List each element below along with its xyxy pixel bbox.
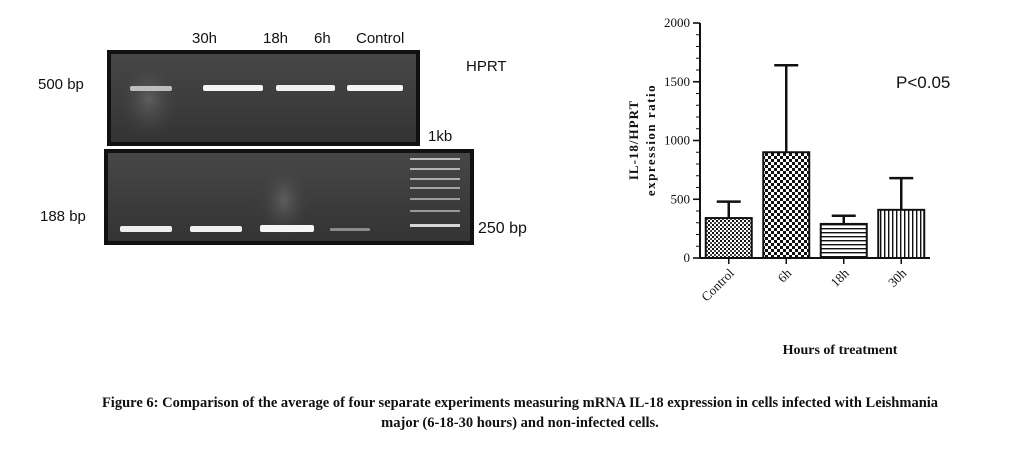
y-tick-label: 2000 (664, 15, 690, 30)
bar-30h (878, 210, 924, 258)
gel-band (120, 226, 172, 232)
chart-annotation: P<0.05 (896, 73, 950, 92)
gel-band (330, 228, 370, 231)
ladder-band (410, 178, 460, 180)
gel-band (347, 85, 403, 91)
ladder-band (410, 198, 460, 200)
bar-chart: 0 500 1000 1500 2000 Control 6h 18h 30h IL-18/HP… (600, 0, 1036, 370)
gel-smear (118, 58, 180, 140)
figure-caption: Figure 6: Comparison of the average of f… (20, 393, 1020, 433)
gel-band (276, 85, 335, 91)
bar-18h (821, 224, 867, 258)
bar-6h (763, 152, 809, 258)
ladder-band (410, 168, 460, 170)
y-axis-label-line1: IL-18/HPRT (626, 100, 641, 180)
ladder-band (410, 158, 460, 160)
y-axis-label: IL-18/HPRT expression ratio (626, 84, 658, 196)
caption-line-2: major (6-18-30 hours) and non-infected c… (20, 413, 1020, 433)
gel-band (260, 225, 314, 232)
x-tick-label: 6h (775, 265, 795, 285)
x-tick-label: 18h (827, 265, 852, 290)
y-tick-label: 0 (684, 250, 691, 265)
gel-band (190, 226, 242, 232)
bar-control (706, 218, 752, 258)
x-axis-label: Hours of treatment (783, 343, 898, 358)
y-tick-label: 1000 (664, 133, 690, 148)
gel-image (0, 0, 540, 280)
ladder-band (410, 210, 460, 212)
caption-line-1: Figure 6: Comparison of the average of f… (20, 393, 1020, 413)
y-tick-label: 500 (671, 191, 691, 206)
x-tick-label: Control (698, 265, 737, 304)
ladder-band (410, 224, 460, 227)
ladder-band (410, 187, 460, 189)
y-axis-label-line2: expression ratio (643, 84, 658, 196)
gel-band (130, 86, 172, 91)
gel-band (203, 85, 263, 91)
y-tick-label: 1500 (664, 74, 690, 89)
x-tick-label: 30h (885, 265, 910, 290)
